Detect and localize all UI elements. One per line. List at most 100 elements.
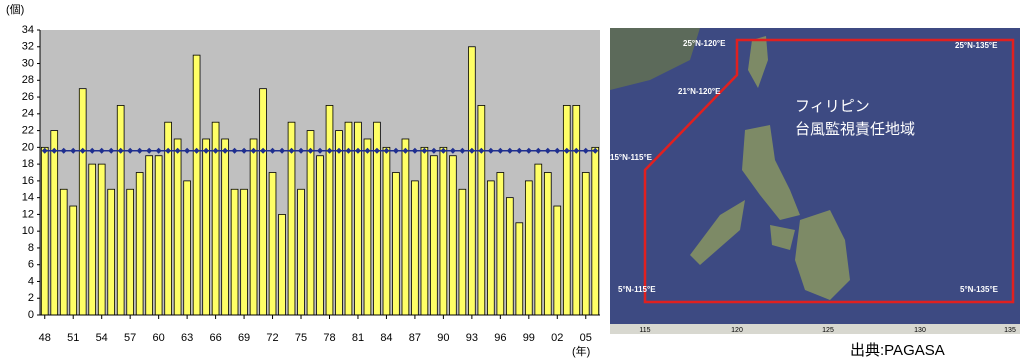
y-tick-label: 2 xyxy=(28,292,34,304)
bar xyxy=(89,164,96,315)
x-tick-label: 99 xyxy=(523,332,535,344)
bar xyxy=(516,223,523,315)
x-tick-label: 90 xyxy=(437,332,449,344)
corner-label: 15°N-115°E xyxy=(610,153,653,162)
y-tick-label: 12 xyxy=(22,208,34,220)
bar xyxy=(108,189,115,315)
bar xyxy=(506,198,513,315)
bar xyxy=(269,173,276,316)
bar xyxy=(174,139,181,315)
y-tick-label: 28 xyxy=(22,74,34,86)
map-axis-label: 130 xyxy=(914,327,926,334)
y-tick-label: 34 xyxy=(22,24,34,36)
bar xyxy=(554,206,561,315)
x-tick-label: 66 xyxy=(209,332,221,344)
x-tick-label: 48 xyxy=(39,332,51,344)
corner-label: 25°N-120°E xyxy=(683,39,726,48)
y-tick-label: 16 xyxy=(22,175,34,187)
map-axis-label: 135 xyxy=(1004,327,1016,334)
bar xyxy=(383,147,390,315)
bar xyxy=(364,139,371,315)
x-tick-label: 63 xyxy=(181,332,193,344)
bar xyxy=(260,89,267,315)
x-tick-label: 87 xyxy=(409,332,421,344)
x-tick-label: 78 xyxy=(323,332,335,344)
bar xyxy=(241,189,248,315)
bar xyxy=(193,55,200,315)
bar xyxy=(592,147,599,315)
bar xyxy=(535,164,542,315)
bar xyxy=(203,139,210,315)
y-tick-label: 10 xyxy=(22,225,34,237)
bar xyxy=(222,139,229,315)
source: 出典:PAGASA xyxy=(850,342,945,359)
x-tick-label: 93 xyxy=(466,332,478,344)
x-tick-label: 60 xyxy=(153,332,165,344)
x-tick-label: 75 xyxy=(295,332,307,344)
region-name: フィリピン xyxy=(795,98,870,115)
bar xyxy=(136,173,143,316)
y-tick-label: 30 xyxy=(22,57,34,69)
map-axis-label: 115 xyxy=(639,327,650,334)
bar xyxy=(582,173,589,316)
bar xyxy=(478,105,485,315)
bar xyxy=(70,206,77,315)
bar xyxy=(41,147,48,315)
bar xyxy=(127,189,134,315)
bar xyxy=(231,189,238,315)
corner-label: 5°N-115°E xyxy=(618,285,656,294)
bar xyxy=(573,105,580,315)
map-axis xyxy=(610,324,1020,334)
x-tick-label: 51 xyxy=(67,332,79,344)
bar xyxy=(563,105,570,315)
bar xyxy=(430,156,437,315)
y-tick-label: 20 xyxy=(22,141,34,153)
bar xyxy=(155,156,162,315)
x-tick-label: 96 xyxy=(494,332,506,344)
bar xyxy=(421,147,428,315)
y-tick-label: 18 xyxy=(22,158,34,170)
page: (個) (年) 25°N-120°E 25°N-135°E 21°N-120°E… xyxy=(0,0,1029,360)
x-tick-label: 05 xyxy=(580,332,592,344)
bar xyxy=(250,139,257,315)
y-tick-label: 24 xyxy=(22,108,34,120)
y-tick-label: 22 xyxy=(22,124,34,136)
y-tick-label: 0 xyxy=(28,309,34,321)
bar xyxy=(146,156,153,315)
bar xyxy=(51,131,58,315)
bar xyxy=(117,105,124,315)
bar xyxy=(487,181,494,315)
y-tick-label: 4 xyxy=(28,275,34,287)
x-tick-label: 02 xyxy=(551,332,563,344)
x-tick-label: 84 xyxy=(380,332,392,344)
bar xyxy=(393,173,400,316)
bar xyxy=(184,181,191,315)
map-axis-label: 120 xyxy=(731,327,743,334)
bar xyxy=(336,131,343,315)
map: 25°N-120°E 25°N-135°E 21°N-120°E 15°N-11… xyxy=(610,28,1020,334)
bar xyxy=(298,189,305,315)
bar xyxy=(307,131,314,315)
x-tick-label: 69 xyxy=(238,332,250,344)
x-tick-label: 57 xyxy=(124,332,136,344)
bar xyxy=(544,173,551,316)
x-tick-label: 72 xyxy=(266,332,278,344)
corner-label: 21°N-120°E xyxy=(678,87,721,96)
bar xyxy=(411,181,418,315)
x-tick-label: 81 xyxy=(352,332,364,344)
x-unit-label: (年) xyxy=(572,344,590,358)
y-tick-label: 8 xyxy=(28,242,34,254)
bar xyxy=(60,189,67,315)
bar xyxy=(459,189,466,315)
corner-label: 25°N-135°E xyxy=(955,41,998,50)
x-tick-label: 54 xyxy=(96,332,108,344)
bar xyxy=(98,164,105,315)
bar xyxy=(317,156,324,315)
y-tick-label: 6 xyxy=(28,259,34,271)
corner-label: 5°N-135°E xyxy=(960,285,999,294)
bar xyxy=(79,89,86,315)
y-tick-label: 32 xyxy=(22,41,34,53)
bar xyxy=(440,147,447,315)
y-tick-label: 14 xyxy=(22,192,34,204)
bar xyxy=(497,173,504,316)
